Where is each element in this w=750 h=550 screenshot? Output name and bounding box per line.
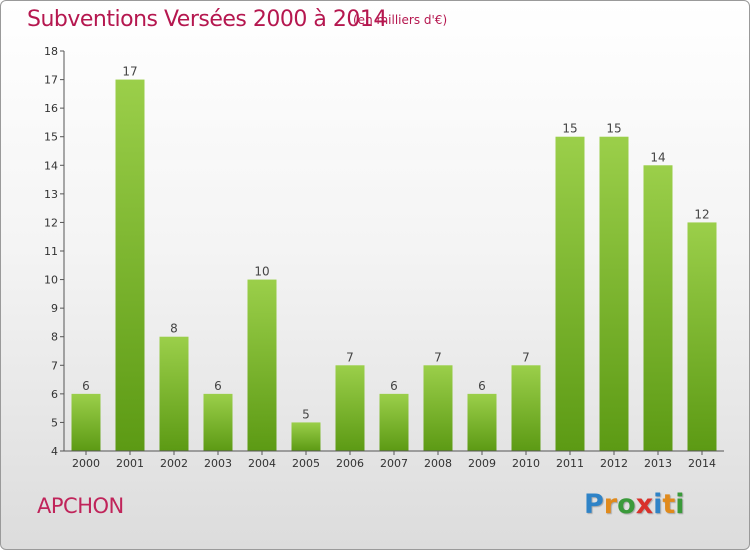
- bar-value-label: 12: [694, 207, 709, 221]
- bar-2006: [335, 365, 365, 451]
- x-tick-label: 2004: [248, 457, 276, 470]
- bar-value-label: 6: [82, 379, 90, 393]
- chart-unit-label: (en milliers d'€): [353, 13, 448, 27]
- x-tick-label: 2010: [512, 457, 540, 470]
- bar-value-label: 5: [302, 407, 310, 421]
- y-tick-label: 4: [51, 445, 58, 458]
- bar-2001: [115, 79, 145, 452]
- bar-2008: [423, 365, 453, 451]
- x-tick-label: 2009: [468, 457, 496, 470]
- bar-value-label: 10: [254, 265, 269, 279]
- x-tick-label: 2005: [292, 457, 320, 470]
- y-tick-label: 5: [51, 416, 58, 429]
- bar-value-label: 17: [122, 65, 137, 79]
- bar-2011: [555, 136, 585, 451]
- x-tick-label: 2001: [116, 457, 144, 470]
- bar-value-label: 8: [170, 322, 178, 336]
- commune-name: APCHON: [37, 494, 124, 518]
- bar-value-label: 6: [390, 379, 398, 393]
- bar-2007: [379, 393, 409, 451]
- bar-2014: [687, 222, 717, 451]
- x-tick-label: 2003: [204, 457, 232, 470]
- y-tick-label: 12: [44, 216, 58, 229]
- y-tick-label: 15: [44, 131, 58, 144]
- x-tick-label: 2007: [380, 457, 408, 470]
- y-tick-label: 13: [44, 188, 58, 201]
- bar-value-label: 7: [522, 350, 530, 364]
- x-tick-label: 2012: [600, 457, 628, 470]
- y-tick-label: 7: [51, 359, 58, 372]
- y-tick-label: 11: [44, 245, 58, 258]
- x-tick-label: 2013: [644, 457, 672, 470]
- chart-title: Subventions Versées 2000 à 2014: [27, 7, 387, 32]
- bar-2009: [467, 393, 497, 451]
- x-tick-label: 2008: [424, 457, 452, 470]
- x-tick-label: 2000: [72, 457, 100, 470]
- bar-value-label: 15: [606, 122, 621, 136]
- y-tick-label: 17: [44, 74, 58, 87]
- y-tick-label: 16: [44, 102, 58, 115]
- bar-value-label: 6: [478, 379, 486, 393]
- bar-value-label: 15: [562, 122, 577, 136]
- x-tick-label: 2014: [688, 457, 716, 470]
- y-tick-label: 6: [51, 388, 58, 401]
- bar-2000: [71, 393, 101, 451]
- y-tick-label: 8: [51, 331, 58, 344]
- bar-2012: [599, 136, 629, 451]
- bar-2010: [511, 365, 541, 451]
- bar-value-label: 14: [650, 150, 665, 164]
- y-tick-label: 18: [44, 45, 58, 58]
- y-tick-label: 9: [51, 302, 58, 315]
- y-tick-label: 10: [44, 274, 58, 287]
- bar-value-label: 7: [346, 350, 354, 364]
- bar-value-label: 6: [214, 379, 222, 393]
- proxiti-logo: Proxiti: [584, 489, 685, 520]
- bar-2002: [159, 336, 189, 451]
- x-tick-label: 2002: [160, 457, 188, 470]
- bar-2013: [643, 165, 673, 452]
- bar-2003: [203, 393, 233, 451]
- bar-2005: [291, 422, 321, 451]
- y-tick-label: 14: [44, 159, 58, 172]
- x-tick-label: 2011: [556, 457, 584, 470]
- x-tick-label: 2006: [336, 457, 364, 470]
- bar-2004: [247, 279, 277, 451]
- bar-value-label: 7: [434, 350, 442, 364]
